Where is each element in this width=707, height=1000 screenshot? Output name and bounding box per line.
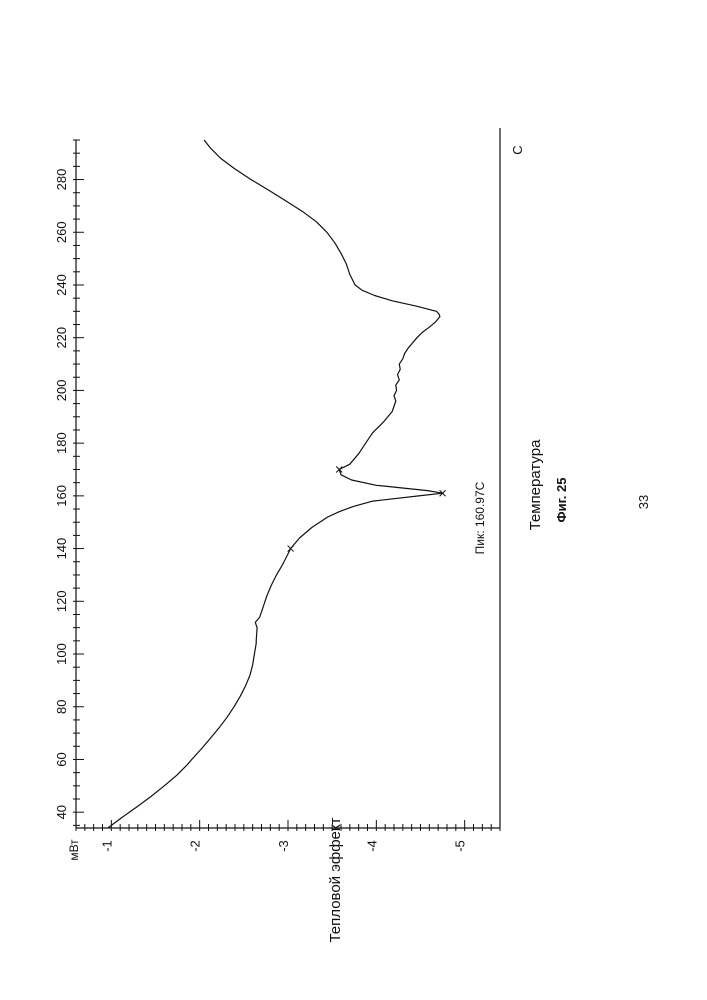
- x-tick-label: 40: [54, 805, 69, 819]
- y-tick-label: -2: [188, 840, 203, 852]
- x-tick-label: 80: [54, 700, 69, 714]
- x-axis-title: Температура: [527, 439, 544, 531]
- y-axis-title: Тепловой эффект: [327, 817, 344, 942]
- x-tick-label: 120: [54, 590, 69, 612]
- x-tick-label: 140: [54, 538, 69, 560]
- series-group: [108, 140, 443, 828]
- figure-caption: Фиг. 25: [554, 478, 569, 523]
- y-tick-label: -5: [453, 840, 468, 852]
- y-tick-label: -3: [276, 840, 291, 852]
- x-tick-label: 160: [54, 485, 69, 507]
- y-tick-label: -4: [364, 840, 379, 852]
- page-number: 33: [636, 495, 651, 509]
- x-tick-label: 280: [54, 169, 69, 191]
- y-axis-unit: мВт: [67, 839, 81, 861]
- tick-labels: 40 60 80 100 120 140 160 180 200 220 240 260 280 -1 -2…: [54, 169, 468, 852]
- peak-annotation: Пик: 160.97C: [473, 481, 487, 554]
- axes: [76, 128, 500, 828]
- series-line: [108, 140, 443, 828]
- x-tick-label: 200: [54, 380, 69, 402]
- tick-marks: [73, 140, 500, 831]
- x-tick-label: 220: [54, 327, 69, 349]
- markers-group: [288, 467, 446, 552]
- x-tick-label: 180: [54, 432, 69, 454]
- x-axis-unit: C: [510, 145, 525, 154]
- x-tick-label: 100: [54, 643, 69, 665]
- x-tick-label: 260: [54, 221, 69, 243]
- y-tick-label: -1: [99, 840, 114, 852]
- x-tick-label: 240: [54, 274, 69, 296]
- x-tick-label: 60: [54, 752, 69, 766]
